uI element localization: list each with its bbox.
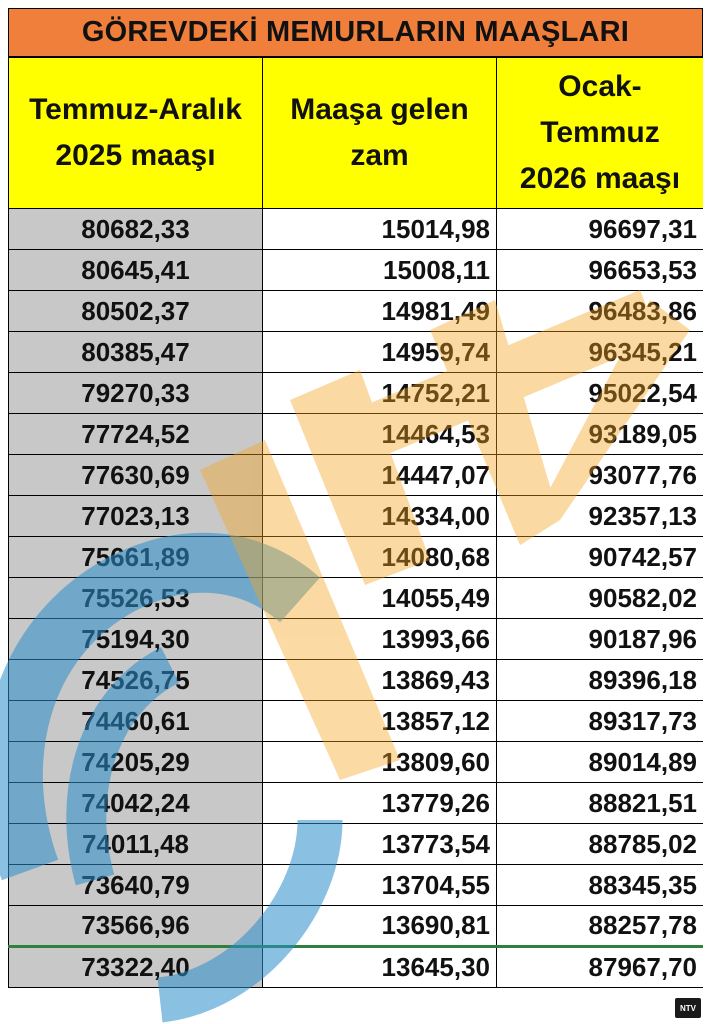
table-row: 77023,13 14334,00 92357,13 xyxy=(8,495,703,537)
cell-2025-salary: 77023,13 xyxy=(8,495,263,537)
table-row: 74205,29 13809,60 89014,89 xyxy=(8,741,703,783)
header-line: 2026 maaşı xyxy=(519,162,681,195)
cell-raise: 14055,49 xyxy=(262,577,497,619)
cell-raise: 14464,53 xyxy=(262,413,497,455)
header-line: Maaşa gelen xyxy=(290,93,469,126)
cell-2025-salary: 73322,40 xyxy=(8,945,263,988)
cell-raise: 15014,98 xyxy=(262,208,497,250)
cell-2025-salary: 74526,75 xyxy=(8,659,263,701)
table-row: 79270,33 14752,21 95022,54 xyxy=(8,372,703,414)
cell-2026-salary: 93189,05 xyxy=(496,413,703,455)
cell-2026-salary: 88785,02 xyxy=(496,823,703,865)
header-row: Temmuz-Aralık 2025 maaşı Maaşa gelen zam… xyxy=(8,57,703,209)
cell-raise: 14752,21 xyxy=(262,372,497,414)
cell-raise: 13690,81 xyxy=(262,905,497,947)
table-row: 80502,37 14981,49 96483,86 xyxy=(8,290,703,332)
table-row: 73640,79 13704,55 88345,35 xyxy=(8,864,703,906)
cell-raise: 13809,60 xyxy=(262,741,497,783)
table-row: 75661,89 14080,68 90742,57 xyxy=(8,536,703,578)
cell-raise: 14334,00 xyxy=(262,495,497,537)
cell-2025-salary: 80502,37 xyxy=(8,290,263,332)
cell-2026-salary: 90187,96 xyxy=(496,618,703,660)
table-row: 80682,33 15014,98 96697,31 xyxy=(8,208,703,250)
cell-raise: 13857,12 xyxy=(262,700,497,742)
cell-raise: 13869,43 xyxy=(262,659,497,701)
table-row: 74042,24 13779,26 88821,51 xyxy=(8,782,703,824)
col-header-raise: Maaşa gelen zam xyxy=(262,57,497,209)
cell-raise: 14981,49 xyxy=(262,290,497,332)
cell-2025-salary: 80385,47 xyxy=(8,331,263,373)
salary-sheet: GÖREVDEKİ MEMURLARIN MAAŞLARI Temmuz-Ara… xyxy=(8,8,703,1024)
col-header-2025-salary: Temmuz-Aralık 2025 maaşı xyxy=(8,57,263,209)
cell-raise: 14447,07 xyxy=(262,454,497,496)
sheet-title: GÖREVDEKİ MEMURLARIN MAAŞLARI xyxy=(8,8,703,57)
cell-2026-salary: 90742,57 xyxy=(496,536,703,578)
cell-2026-salary: 96697,31 xyxy=(496,208,703,250)
cell-2026-salary: 95022,54 xyxy=(496,372,703,414)
table-row: 74460,61 13857,12 89317,73 xyxy=(8,700,703,742)
cell-2026-salary: 96345,21 xyxy=(496,331,703,373)
cell-raise: 13645,30 xyxy=(262,945,497,988)
table-row: 75526,53 14055,49 90582,02 xyxy=(8,577,703,619)
cell-raise: 13993,66 xyxy=(262,618,497,660)
cell-raise: 14080,68 xyxy=(262,536,497,578)
cell-2026-salary: 89317,73 xyxy=(496,700,703,742)
cell-raise: 13704,55 xyxy=(262,864,497,906)
cell-2025-salary: 80682,33 xyxy=(8,208,263,250)
cell-2026-salary: 87967,70 xyxy=(496,945,703,988)
header-line: Temmuz-Aralık xyxy=(29,93,242,126)
cell-2025-salary: 74042,24 xyxy=(8,782,263,824)
cell-raise: 13773,54 xyxy=(262,823,497,865)
table-row: 80385,47 14959,74 96345,21 xyxy=(8,331,703,373)
cell-2025-salary: 77724,52 xyxy=(8,413,263,455)
cell-2025-salary: 73640,79 xyxy=(8,864,263,906)
cell-2025-salary: 79270,33 xyxy=(8,372,263,414)
table-row: 77724,52 14464,53 93189,05 xyxy=(8,413,703,455)
cell-2026-salary: 88345,35 xyxy=(496,864,703,906)
cell-2025-salary: 75194,30 xyxy=(8,618,263,660)
cell-2025-salary: 80645,41 xyxy=(8,249,263,291)
table-row: 74526,75 13869,43 89396,18 xyxy=(8,659,703,701)
col-header-2026-salary: Ocak- Temmuz 2026 maaşı xyxy=(496,57,703,209)
cell-2026-salary: 89396,18 xyxy=(496,659,703,701)
table-row: 75194,30 13993,66 90187,96 xyxy=(8,618,703,660)
cell-raise: 13779,26 xyxy=(262,782,497,824)
cell-2026-salary: 90582,02 xyxy=(496,577,703,619)
table-row: 80645,41 15008,11 96653,53 xyxy=(8,249,703,291)
cell-2026-salary: 88821,51 xyxy=(496,782,703,824)
salary-table: Temmuz-Aralık 2025 maaşı Maaşa gelen zam… xyxy=(8,57,703,988)
header-line: 2025 maaşı xyxy=(55,139,216,172)
cell-2026-salary: 93077,76 xyxy=(496,454,703,496)
cell-2025-salary: 73566,96 xyxy=(8,905,263,947)
cell-2025-salary: 77630,69 xyxy=(8,454,263,496)
table-body: 80682,33 15014,98 96697,31 80645,41 15008,11… xyxy=(8,208,703,988)
cell-2026-salary: 92357,13 xyxy=(496,495,703,537)
table-row: 77630,69 14447,07 93077,76 xyxy=(8,454,703,496)
ntv-corner-logo: NTV xyxy=(675,998,701,1018)
cell-raise: 15008,11 xyxy=(262,249,497,291)
cell-2025-salary: 75526,53 xyxy=(8,577,263,619)
cell-2026-salary: 88257,78 xyxy=(496,905,703,947)
header-line: Ocak- xyxy=(558,70,642,103)
header-line: zam xyxy=(350,139,409,172)
cell-2026-salary: 89014,89 xyxy=(496,741,703,783)
cell-2026-salary: 96653,53 xyxy=(496,249,703,291)
cell-2026-salary: 96483,86 xyxy=(496,290,703,332)
table-row: 73566,96 13690,81 88257,78 xyxy=(8,905,703,947)
header-line: Temmuz xyxy=(540,116,660,149)
table-row: 74011,48 13773,54 88785,02 xyxy=(8,823,703,865)
cell-raise: 14959,74 xyxy=(262,331,497,373)
cell-2025-salary: 75661,89 xyxy=(8,536,263,578)
table-row: 73322,40 13645,30 87967,70 xyxy=(8,945,703,988)
cell-2025-salary: 74011,48 xyxy=(8,823,263,865)
cell-2025-salary: 74460,61 xyxy=(8,700,263,742)
cell-2025-salary: 74205,29 xyxy=(8,741,263,783)
